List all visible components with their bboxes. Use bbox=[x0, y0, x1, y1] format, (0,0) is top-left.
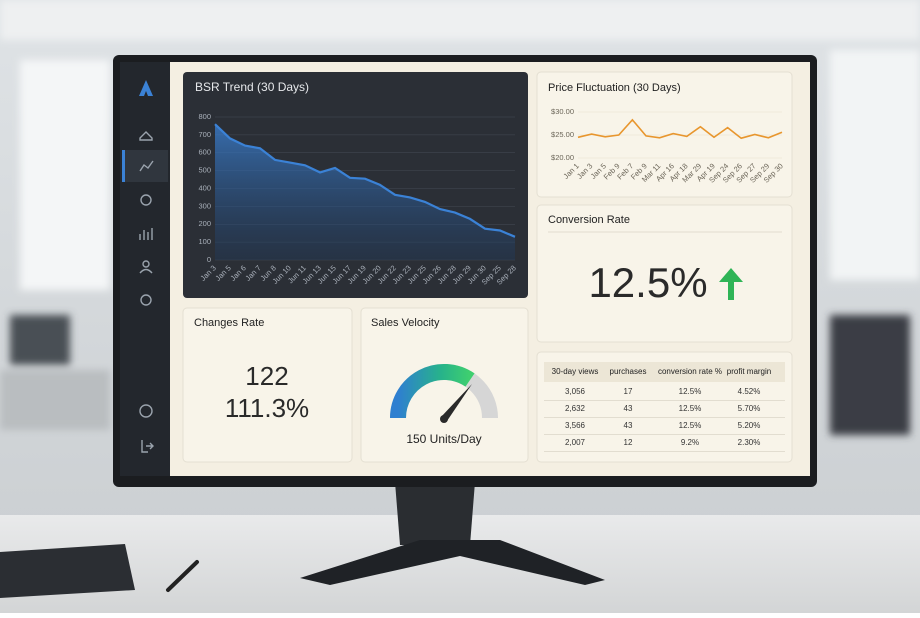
table-header: conversion rate % bbox=[658, 367, 722, 376]
y-tick-label: 400 bbox=[198, 183, 211, 192]
panel-title: Changes Rate bbox=[194, 317, 264, 329]
y-tick-label: 700 bbox=[198, 130, 211, 139]
table-cell: 43 bbox=[624, 421, 633, 430]
table-cell: 12.5% bbox=[679, 421, 702, 430]
table-cell: 2,632 bbox=[565, 404, 586, 413]
table-cell: 2,007 bbox=[565, 438, 586, 447]
table-cell: 12.5% bbox=[679, 387, 702, 396]
table-cell: 17 bbox=[624, 387, 633, 396]
gauge-fill bbox=[389, 363, 475, 419]
price-panel bbox=[536, 71, 793, 198]
y-tick-label: 300 bbox=[198, 201, 211, 210]
monitor-neck bbox=[395, 482, 475, 545]
changes-percent: 111.3% bbox=[225, 393, 309, 423]
table-header: purchases bbox=[610, 367, 647, 376]
panel-title: Sales Velocity bbox=[371, 317, 440, 329]
table-cell: 43 bbox=[624, 404, 633, 413]
panel-title: BSR Trend (30 Days) bbox=[195, 80, 309, 94]
table-cell: 9.2% bbox=[681, 438, 699, 447]
nav-indicator bbox=[122, 150, 125, 182]
table-header: profit margin bbox=[727, 367, 771, 376]
table-cell: 12.5% bbox=[679, 404, 702, 413]
table-header: 30-day views bbox=[552, 367, 599, 376]
pen bbox=[166, 560, 199, 592]
conversion-value: 12.5% bbox=[588, 259, 707, 306]
table-header-bg bbox=[544, 362, 785, 382]
conversion-panel bbox=[536, 204, 793, 343]
velocity-panel bbox=[360, 307, 529, 463]
gauge-needle bbox=[441, 384, 472, 421]
y-tick-label: $30.00 bbox=[551, 107, 574, 116]
notebook bbox=[0, 544, 135, 598]
monitor-base bbox=[300, 540, 605, 585]
office-blur bbox=[0, 0, 920, 435]
y-tick-label: 0 bbox=[207, 255, 211, 264]
data-table: 30-day views purchases conversion rate % pr… bbox=[544, 362, 785, 452]
table-cell: 12 bbox=[624, 438, 633, 447]
up-arrow bbox=[719, 268, 743, 300]
logo bbox=[139, 80, 153, 96]
table-cell: 3,056 bbox=[565, 387, 586, 396]
nav-icons[interactable] bbox=[139, 131, 154, 453]
velocity-label: 150 Units/Day bbox=[406, 432, 481, 446]
table-cell: 3,566 bbox=[565, 421, 586, 430]
y-tick-label: $20.00 bbox=[551, 153, 574, 162]
line bbox=[214, 123, 516, 238]
changes-count: 122 bbox=[245, 361, 288, 391]
table-cell: 2.30% bbox=[738, 438, 761, 447]
y-tick-label: 500 bbox=[198, 166, 211, 175]
gauge-hub bbox=[440, 415, 448, 423]
y-tick-label: $25.00 bbox=[551, 130, 574, 139]
table-cell: 5.20% bbox=[738, 421, 761, 430]
y-tick-label: 800 bbox=[198, 112, 211, 121]
y-tick-label: 100 bbox=[198, 237, 211, 246]
y-tick-label: 600 bbox=[198, 148, 211, 157]
y-tick-label: 200 bbox=[198, 219, 211, 228]
panel-title: Conversion Rate bbox=[548, 214, 630, 226]
panel-title: Price Fluctuation (30 Days) bbox=[548, 82, 681, 94]
table-cell: 4.52% bbox=[738, 387, 761, 396]
table-cell: 5.70% bbox=[738, 404, 761, 413]
changes-panel bbox=[182, 307, 353, 463]
line bbox=[577, 118, 783, 140]
area bbox=[215, 124, 515, 260]
